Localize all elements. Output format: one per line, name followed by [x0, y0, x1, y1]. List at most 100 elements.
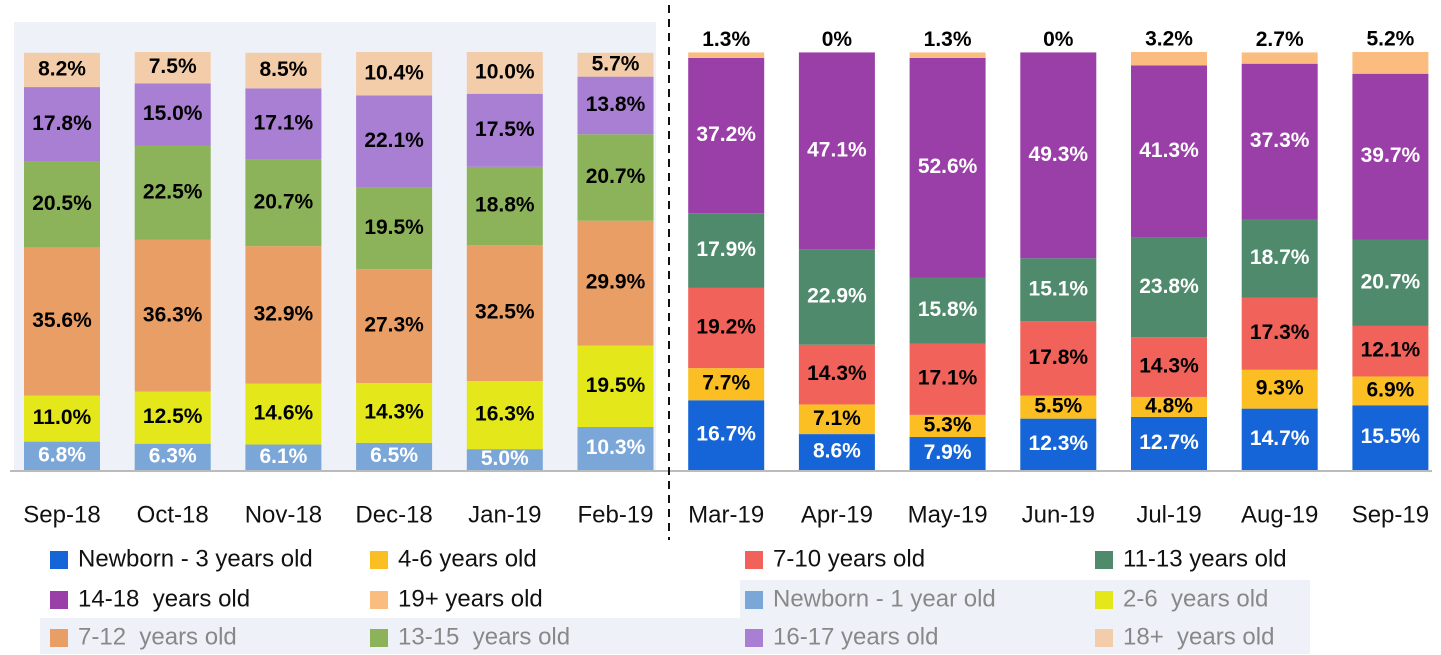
legend-label: 18+ years old [1123, 623, 1274, 650]
data-label: 15.8% [918, 298, 978, 321]
bar-segment [466, 166, 543, 246]
legend-label: 7-10 years old [773, 545, 925, 572]
bar-segment [1352, 52, 1429, 74]
data-label: 6.1% [259, 445, 307, 468]
bar-segment [1131, 396, 1207, 417]
bar-segment [134, 52, 211, 84]
data-label: 37.2% [696, 123, 756, 146]
bar-segment [798, 404, 875, 435]
bar-segment [245, 159, 322, 247]
bar-segment [24, 87, 100, 162]
legend-swatch [50, 629, 68, 647]
bar-segment [798, 434, 875, 470]
bar-segment [24, 395, 100, 442]
data-label: 3.2% [1145, 28, 1193, 51]
legend-swatch [1095, 629, 1113, 647]
bar-segment [466, 93, 543, 167]
data-label: 20.7% [1361, 270, 1421, 293]
data-label: 41.3% [1139, 139, 1199, 162]
data-label: 32.9% [254, 302, 314, 325]
data-label: 17.9% [696, 238, 756, 261]
bar-segment [577, 220, 654, 346]
legend-swatch [1095, 551, 1113, 569]
bar-segment [24, 247, 100, 396]
bar-segment [1020, 258, 1097, 322]
data-label: 5.2% [1366, 28, 1414, 51]
bar-segment [688, 52, 765, 58]
legend-swatch [1095, 591, 1113, 609]
bar-segment [798, 249, 875, 345]
data-label: 22.1% [364, 129, 424, 152]
legend-label: 14-18 years old [78, 585, 250, 612]
legend-label: Newborn - 1 year old [773, 585, 996, 612]
data-label: 10.4% [364, 61, 424, 84]
data-label: 14.3% [364, 401, 424, 424]
bar-segment [1131, 237, 1207, 338]
bar-segment [688, 287, 765, 369]
data-label: 37.3% [1250, 129, 1310, 152]
data-label: 20.7% [586, 165, 646, 188]
bar-segment [1241, 297, 1318, 370]
data-label: 1.3% [924, 28, 972, 51]
data-label: 17.5% [475, 118, 535, 141]
bar-segment [356, 95, 433, 188]
data-label: 8.6% [813, 440, 861, 463]
bar-segment [798, 344, 875, 405]
data-label: 1.3% [702, 28, 750, 51]
bar-segment [245, 246, 322, 384]
x-tick-label: Sep-19 [1352, 501, 1429, 528]
data-label: 17.1% [254, 112, 314, 135]
bar-segment [134, 239, 211, 392]
bar-segment [134, 391, 211, 444]
data-label: 9.3% [1256, 377, 1304, 400]
bar-segment [577, 134, 654, 221]
data-label: 0% [1043, 28, 1074, 51]
data-label: 12.5% [143, 405, 203, 428]
bar-segment [1241, 408, 1318, 470]
bar-segment [134, 145, 211, 240]
data-label: 5.0% [481, 447, 529, 470]
data-label: 7.9% [924, 441, 972, 464]
bar-segment [1352, 325, 1429, 377]
legend-label: 7-12 years old [78, 623, 237, 650]
bar-segment [688, 368, 765, 401]
x-tick-label: Apr-19 [801, 501, 873, 528]
data-label: 14.7% [1250, 427, 1310, 450]
data-label: 8.2% [38, 58, 86, 81]
data-label: 5.5% [1034, 395, 1082, 418]
data-label: 39.7% [1361, 144, 1421, 167]
bar-segment [245, 52, 322, 89]
bar-segment [1241, 63, 1318, 220]
x-tick-label: Oct-18 [137, 501, 209, 528]
legend-swatch [50, 551, 68, 569]
bar-segment [1131, 65, 1207, 238]
data-label: 6.5% [370, 444, 418, 467]
bar-segment [1020, 52, 1097, 259]
data-label: 14.6% [254, 402, 314, 425]
legend-swatch [745, 551, 763, 569]
data-label: 4.8% [1145, 394, 1193, 417]
data-label: 20.5% [32, 192, 92, 215]
legend-label: Newborn - 3 years old [78, 545, 313, 572]
data-label: 17.8% [32, 112, 92, 135]
data-label: 8.5% [259, 58, 307, 81]
bar-segment [466, 245, 543, 382]
bar-segment [1020, 395, 1097, 419]
data-label: 6.9% [1366, 378, 1414, 401]
bar-segment [577, 426, 654, 470]
legend-label: 11-13 years old [1123, 545, 1287, 572]
bar-segment [134, 83, 211, 146]
data-label: 2.7% [1256, 28, 1304, 51]
data-label: 18.8% [475, 194, 535, 217]
bar-segment [909, 437, 986, 470]
bar-segment [577, 345, 654, 427]
data-label: 15.1% [1029, 277, 1089, 300]
bar-segment [466, 449, 543, 470]
bar-segment [1241, 369, 1318, 409]
bar-segment [577, 52, 654, 77]
data-label: 6.8% [38, 443, 86, 466]
legend-swatch [745, 629, 763, 647]
bar-segment [356, 442, 433, 470]
data-label: 49.3% [1029, 143, 1089, 166]
